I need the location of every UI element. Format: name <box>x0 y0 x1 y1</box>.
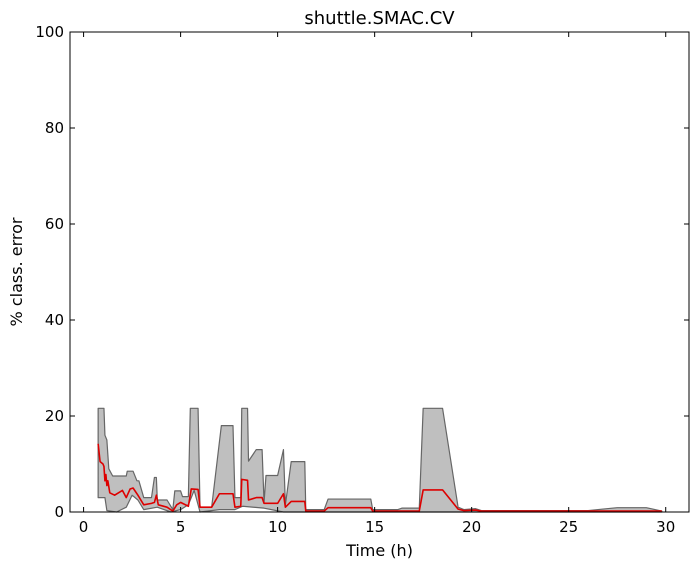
y-tick-label: 20 <box>45 407 64 425</box>
x-tick-label: 10 <box>268 518 287 536</box>
chart-title: shuttle.SMAC.CV <box>304 8 455 29</box>
y-axis-label: % class. error <box>7 217 26 326</box>
y-tick-label: 40 <box>45 311 64 329</box>
x-tick-label: 15 <box>365 518 384 536</box>
x-axis-label: Time (h) <box>345 541 413 560</box>
series-line-0 <box>97 443 662 512</box>
plot-area <box>97 407 663 513</box>
axes-frame <box>69 31 690 513</box>
y-tick-label: 0 <box>54 503 64 521</box>
x-tick-label: 20 <box>462 518 481 536</box>
y-tick-label: 60 <box>45 215 64 233</box>
x-tick-label: 30 <box>656 518 675 536</box>
y-tick-label: 80 <box>45 119 64 137</box>
x-tick-label: 5 <box>176 518 186 536</box>
x-tick-label: 0 <box>79 518 89 536</box>
axis-ticks: 0 5 10 15 20 25 30 0 20 40 60 80 100 <box>35 23 689 536</box>
y-tick-label: 100 <box>35 23 64 41</box>
x-tick-label: 25 <box>559 518 578 536</box>
